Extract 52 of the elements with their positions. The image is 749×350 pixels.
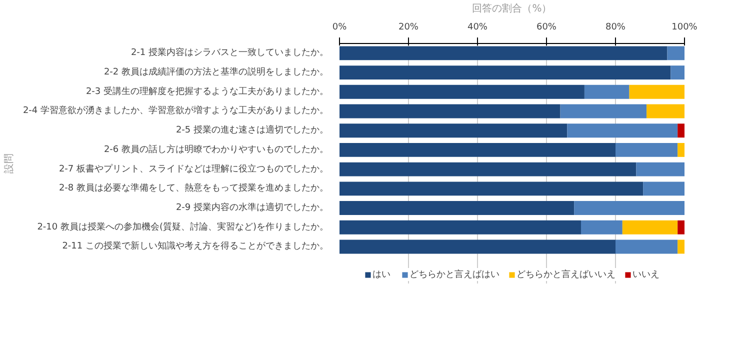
- bar: [678, 142, 684, 157]
- bar: [567, 124, 678, 138]
- bar: [340, 201, 574, 215]
- x-tick-label: 0%: [332, 22, 348, 32]
- x-tick-label: 100%: [672, 22, 698, 32]
- bar: [667, 46, 684, 60]
- bar: [636, 162, 684, 176]
- bar: [584, 84, 630, 99]
- legend-label: いいえ: [632, 269, 660, 281]
- bar: [646, 104, 684, 118]
- y-tick-label: 2-5 授業の進む速さは適切でしたか。: [176, 124, 328, 136]
- bar: [678, 124, 684, 138]
- x-tick-label: 80%: [606, 22, 626, 32]
- bar: [622, 220, 678, 234]
- y-tick-label: 2-11 この授業で新しい知識や考え方を得ることができましたか。: [62, 240, 329, 252]
- bar: [340, 162, 636, 176]
- legend-label: どちらかと言えばはい: [410, 268, 500, 281]
- bar: [340, 240, 616, 254]
- bar: [340, 104, 560, 118]
- y-tick-label: 2-7 板書やプリント、スライドなどは理解に役立つものでしたか。: [58, 163, 328, 174]
- x-tick-label: 20%: [398, 22, 419, 32]
- x-tick-label: 60%: [536, 22, 557, 32]
- bar: [616, 240, 678, 254]
- bar: [678, 240, 684, 254]
- x-axis-title: 回答の割合（%）: [472, 2, 552, 14]
- bar: [340, 142, 616, 157]
- y-axis-title: 設問: [2, 154, 15, 174]
- bar: [670, 66, 684, 80]
- y-tick-label: 2-9 授業内容の水準は適切でしたか。: [176, 202, 328, 214]
- bar: [340, 182, 644, 196]
- bar: [340, 66, 671, 80]
- y-tick-label: 2-6 教員の話し方は明瞭でわかりやすいものでしたか。: [104, 144, 328, 155]
- bar: [616, 142, 678, 157]
- legend-label: どちらかと言えばいいえ: [516, 268, 616, 281]
- bar: [340, 84, 584, 99]
- bar: [340, 124, 568, 138]
- bar: [581, 220, 622, 234]
- y-tick-label: 2-1 授業内容はシラバスと一致していましたか。: [130, 47, 328, 58]
- y-tick-label: 2-8 教員は必要な準備をして、熱意をもって授業を進めましたか。: [58, 182, 328, 194]
- bar: [560, 104, 647, 118]
- bar: [678, 220, 684, 234]
- x-tick-label: 40%: [468, 22, 488, 32]
- bar: [643, 182, 684, 196]
- bar: [574, 201, 684, 215]
- bar: [340, 46, 668, 60]
- bar: [629, 84, 684, 99]
- y-tick-label: 2-2 教員は成績評価の方法と基準の説明をしましたか。: [104, 66, 328, 78]
- y-tick-label: 2-10 教員は授業への参加機会(質疑、討論、実習など)を作りましたか。: [37, 221, 329, 232]
- y-tick-label: 2-3 受講生の理解度を把握するような工夫がありましたか。: [86, 86, 328, 97]
- bar: [340, 220, 581, 234]
- legend-label: はい: [372, 269, 392, 281]
- y-tick-label: 2-4 学習意欲が湧きましたか、学習意欲が増すような工夫がありましたか。: [22, 105, 328, 116]
